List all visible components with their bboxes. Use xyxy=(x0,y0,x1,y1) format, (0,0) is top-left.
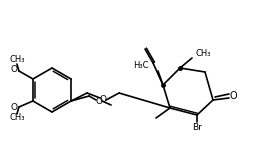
Text: CH₃: CH₃ xyxy=(9,56,25,64)
Text: O: O xyxy=(96,96,103,105)
Text: CH₃: CH₃ xyxy=(9,114,25,123)
Text: Br: Br xyxy=(192,123,202,132)
Text: CH₃: CH₃ xyxy=(195,50,211,58)
Text: O: O xyxy=(229,91,237,101)
Text: O: O xyxy=(10,66,17,75)
Text: O: O xyxy=(99,94,106,103)
Text: H₃C: H₃C xyxy=(133,61,149,70)
Text: O: O xyxy=(10,103,17,112)
